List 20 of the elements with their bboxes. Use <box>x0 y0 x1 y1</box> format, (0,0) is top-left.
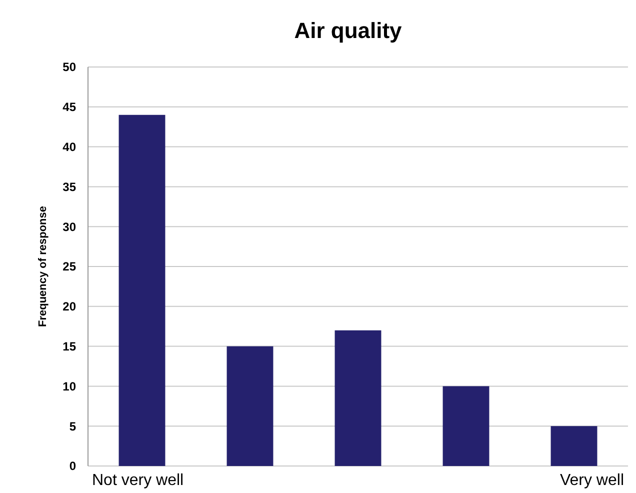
x-tick-label: Not very well <box>92 472 184 489</box>
bar <box>334 330 382 466</box>
y-axis-title: Frequency of response <box>37 206 49 328</box>
y-tick-label: 25 <box>62 260 76 274</box>
bar <box>226 346 274 466</box>
y-tick-label: 35 <box>62 180 76 194</box>
y-tick-label: 20 <box>62 300 76 314</box>
y-tick-label: 40 <box>62 140 76 154</box>
bar <box>550 426 598 466</box>
bar <box>118 114 166 466</box>
y-tick-label: 0 <box>69 459 76 474</box>
bar <box>442 386 490 466</box>
y-tick-label: 10 <box>62 379 76 394</box>
y-tick-label: 50 <box>62 60 76 74</box>
y-tick-label: 5 <box>69 419 76 434</box>
chart-title: Air quality <box>294 18 403 43</box>
x-tick-label: Very well <box>560 472 624 489</box>
y-tick-label: 30 <box>62 220 76 234</box>
y-tick-label: 15 <box>62 340 76 354</box>
y-tick-label: 45 <box>62 100 76 114</box>
